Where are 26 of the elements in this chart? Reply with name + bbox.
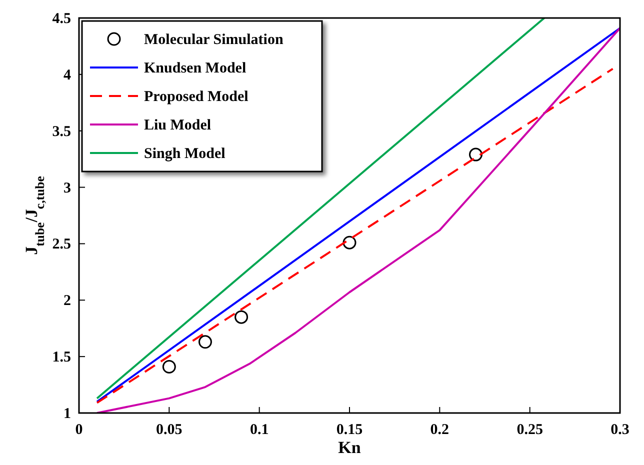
x-tick-label: 0.3	[610, 422, 630, 438]
point	[468, 148, 482, 162]
point	[198, 335, 212, 349]
point	[162, 360, 176, 374]
legend-label: Molecular Simulation	[144, 32, 284, 48]
y-tick-label: 4.5	[52, 11, 71, 27]
legend-label: Liu Model	[144, 118, 212, 134]
legend-label: Proposed Model	[144, 89, 248, 105]
x-tick-label: 0	[75, 422, 83, 438]
point	[342, 236, 356, 250]
x-tick-label: 0.25	[516, 422, 543, 438]
y-tick-label: 3	[64, 180, 71, 196]
y-tick-label: 2.5	[52, 236, 71, 253]
x-axis-title: Kn	[338, 438, 362, 457]
y-tick-label: 2	[64, 293, 71, 310]
y-tick-label: 1.5	[52, 350, 71, 366]
y-tick-label: 3.5	[52, 124, 71, 140]
x-tick-label: 0.05	[156, 422, 182, 438]
x-tick-label: 0.1	[250, 422, 269, 438]
legend-label: Knudsen Model	[144, 60, 246, 76]
y-tick-label: 1	[64, 406, 71, 422]
legend-label: Singh Model	[144, 146, 226, 162]
point	[234, 310, 248, 324]
x-tick-label: 0.2	[430, 422, 450, 438]
y-tick-label: 4	[64, 67, 72, 84]
x-tick-label: 0.15	[336, 422, 363, 438]
